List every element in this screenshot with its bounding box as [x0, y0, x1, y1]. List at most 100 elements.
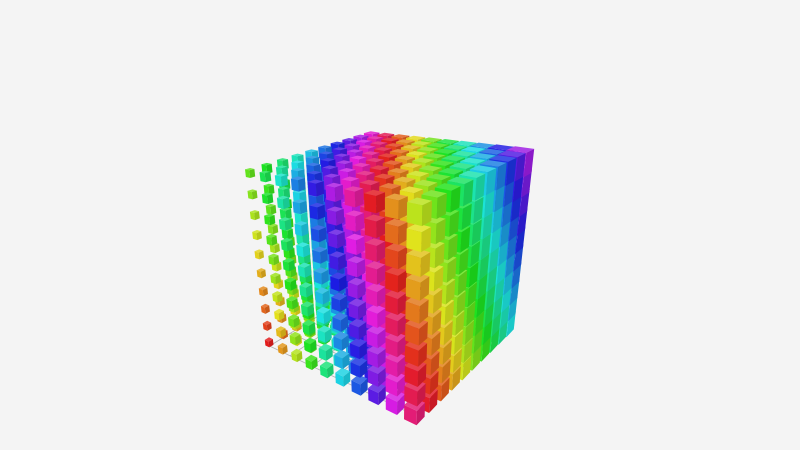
cube-point[interactable] [406, 248, 431, 277]
cube-series [245, 131, 535, 426]
cube-point[interactable] [367, 363, 386, 387]
cube-point[interactable] [310, 225, 327, 243]
cube-point[interactable] [366, 283, 386, 307]
cube-point[interactable] [264, 337, 274, 348]
cube-face [398, 222, 408, 245]
cube-point[interactable] [365, 238, 386, 262]
cube-point[interactable] [276, 195, 290, 210]
cube-point[interactable] [406, 197, 432, 227]
cube-point[interactable] [279, 207, 292, 220]
cube-point[interactable] [368, 381, 386, 406]
cube-point[interactable] [344, 186, 364, 208]
cube-point[interactable] [266, 233, 278, 246]
cube-point[interactable] [309, 202, 326, 220]
cube-point[interactable] [350, 356, 368, 378]
cube-point[interactable] [385, 243, 408, 270]
cube-point[interactable] [346, 233, 365, 255]
cube-point[interactable] [346, 256, 366, 278]
cube-point[interactable] [349, 337, 367, 360]
cube-point[interactable] [315, 287, 330, 305]
cube-point[interactable] [331, 292, 348, 312]
cube-point[interactable] [385, 310, 407, 337]
cube-point[interactable] [288, 314, 300, 328]
cube-point[interactable] [317, 325, 332, 343]
cube-point[interactable] [319, 361, 334, 379]
cube-point[interactable] [284, 277, 297, 291]
cube-point[interactable] [329, 251, 346, 271]
cube-point[interactable] [282, 258, 295, 272]
cube-point[interactable] [290, 176, 306, 192]
cube-face [261, 162, 272, 166]
cube-point[interactable] [330, 272, 347, 292]
cube-point[interactable] [286, 296, 299, 310]
cube-point[interactable] [265, 203, 277, 215]
cube-point[interactable] [367, 344, 386, 368]
cube-point[interactable] [307, 179, 324, 197]
cube-point[interactable] [385, 288, 407, 315]
cube-point[interactable] [385, 218, 408, 245]
cube-point[interactable] [296, 242, 311, 258]
cube-point[interactable] [328, 229, 346, 249]
cube-point[interactable] [275, 326, 287, 338]
cube-point[interactable] [384, 193, 408, 220]
cube-point[interactable] [364, 189, 386, 214]
cube-point[interactable] [270, 272, 281, 285]
cube-point[interactable] [256, 268, 266, 279]
cube-face [305, 354, 318, 362]
cube-point[interactable] [299, 282, 313, 298]
cube-face [443, 320, 453, 346]
cube-point[interactable] [294, 221, 309, 237]
cube-point[interactable] [247, 189, 258, 200]
cube-point[interactable] [305, 354, 318, 370]
cube-point[interactable] [347, 277, 366, 299]
cube-point[interactable] [259, 170, 272, 183]
cube-point[interactable] [335, 367, 351, 387]
cube-point[interactable] [262, 320, 272, 331]
cube-point[interactable] [334, 349, 350, 369]
cube-point[interactable] [345, 210, 365, 232]
cube-point[interactable] [325, 182, 344, 202]
cube-point[interactable] [333, 331, 349, 351]
cube-point[interactable] [332, 312, 349, 332]
cube-point[interactable] [292, 199, 308, 215]
cube-point[interactable] [365, 261, 386, 285]
cube-point[interactable] [318, 343, 333, 361]
cube-point[interactable] [249, 210, 260, 221]
cube-point[interactable] [277, 342, 288, 355]
cube-point[interactable] [406, 223, 432, 253]
cube-point[interactable] [280, 238, 294, 252]
cube-point[interactable] [351, 374, 368, 396]
cube-point[interactable] [261, 192, 274, 205]
cube-point[interactable] [278, 217, 292, 231]
cube-point[interactable] [313, 267, 329, 285]
cube-point[interactable] [385, 266, 407, 293]
cube-point[interactable] [252, 230, 262, 241]
cube-point[interactable] [303, 337, 317, 353]
cube-point[interactable] [348, 298, 367, 320]
cube-point[interactable] [291, 348, 303, 363]
cube-point[interactable] [267, 223, 279, 235]
cube-point[interactable] [268, 253, 280, 266]
cube-point[interactable] [366, 304, 386, 328]
cube-point[interactable] [254, 249, 265, 260]
cube-point[interactable] [326, 206, 345, 226]
cube-point[interactable] [312, 246, 328, 264]
cube-point[interactable] [263, 183, 275, 195]
cube-point[interactable] [302, 319, 316, 335]
cube-point[interactable] [300, 301, 315, 317]
cube-point[interactable] [364, 214, 386, 239]
cube-point[interactable] [316, 306, 331, 324]
cube-point[interactable] [349, 318, 367, 340]
cube-point[interactable] [264, 213, 276, 226]
cube-point[interactable] [274, 308, 285, 321]
cube-point[interactable] [297, 262, 312, 278]
cube-point[interactable] [366, 324, 386, 349]
cube-point[interactable] [405, 272, 430, 301]
cube-point[interactable] [258, 286, 268, 297]
cube-point[interactable] [260, 303, 270, 314]
cube-point[interactable] [272, 291, 283, 303]
cube-point[interactable] [289, 331, 301, 346]
cube-point[interactable] [245, 168, 256, 178]
cube-point[interactable] [274, 173, 288, 187]
